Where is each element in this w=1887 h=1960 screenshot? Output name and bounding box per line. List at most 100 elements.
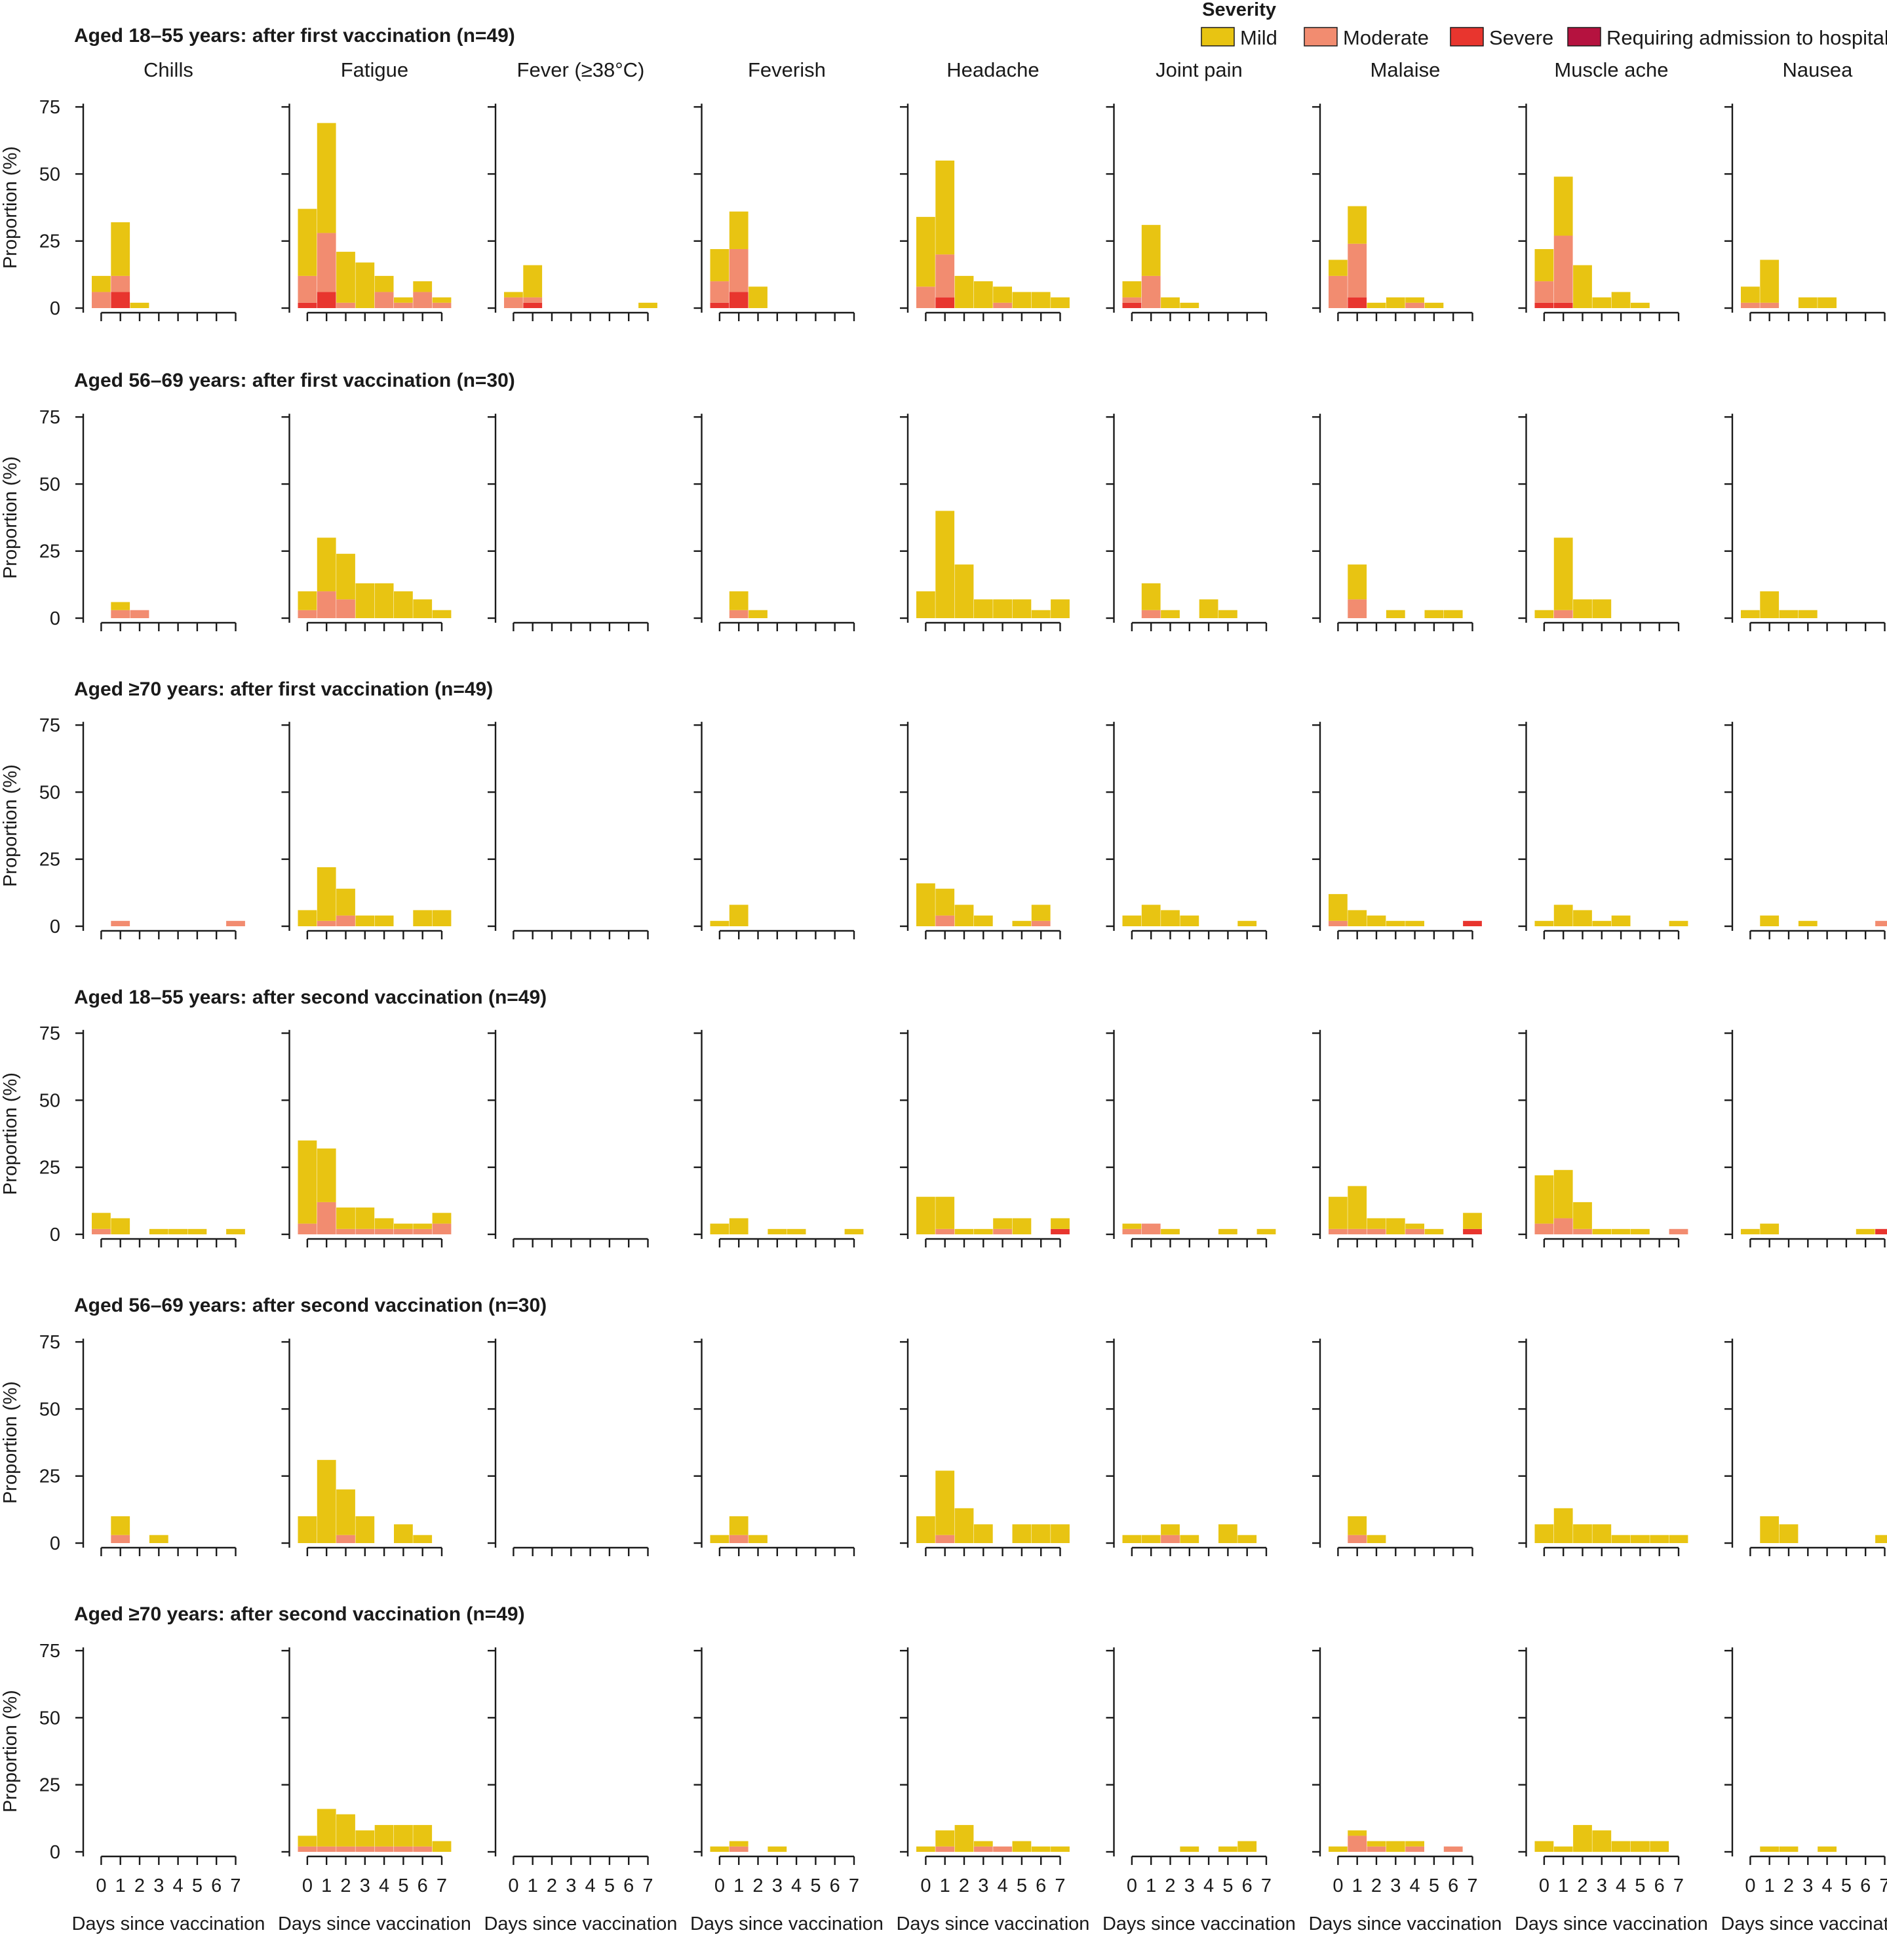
x-axis-label: Days since vaccination	[1102, 1913, 1296, 1934]
bar-segment-severe	[1122, 302, 1142, 308]
bar-segment-mild	[729, 1841, 749, 1847]
bar-segment-mild	[1669, 1535, 1688, 1543]
bar-segment-moderate	[1760, 302, 1780, 308]
bar-segment-mild	[1592, 297, 1612, 308]
x-tick-label: 6	[211, 1875, 222, 1896]
bar-segment-mild	[1611, 1535, 1631, 1543]
bar-segment-moderate	[1875, 920, 1887, 926]
bar-segment-mild	[1760, 260, 1780, 303]
x-axis-label: Days since vaccination	[1515, 1913, 1708, 1934]
column-title: Muscle ache	[1554, 58, 1668, 81]
bar-segment-moderate	[111, 1535, 130, 1543]
bar-segment-mild	[1386, 1841, 1405, 1852]
y-tick-label: 25	[39, 1158, 60, 1179]
bar-segment-mild	[432, 297, 452, 303]
bar-segment-mild	[1367, 1535, 1386, 1543]
bar-segment-moderate	[298, 610, 317, 618]
bar-segment-mild	[394, 1223, 413, 1229]
bar-segment-mild	[1818, 1846, 1837, 1852]
bar-segment-severe	[1463, 1228, 1482, 1234]
bar-segment-mild	[149, 1535, 168, 1543]
panel	[1518, 414, 1680, 631]
panel	[488, 414, 649, 631]
bar-segment-moderate	[504, 297, 523, 308]
y-tick-label: 75	[39, 1023, 60, 1044]
bar-segment-mild	[1161, 1524, 1180, 1535]
bar-segment-mild	[1443, 610, 1463, 618]
bar-segment-mild	[1161, 297, 1180, 308]
bar-segment-mild	[768, 1228, 787, 1234]
bar-segment-mild	[844, 1228, 864, 1234]
x-tick-label: 1	[321, 1875, 332, 1896]
bar-segment-mild	[1199, 599, 1218, 618]
x-tick-label: 6	[1654, 1875, 1665, 1896]
x-tick-label: 2	[340, 1875, 351, 1896]
chart-row: Aged 56–69 years: after second vaccinati…	[0, 1295, 1887, 1556]
bar-segment-mild	[111, 602, 130, 610]
panel	[900, 1339, 1070, 1556]
bar-segment-mild	[111, 222, 130, 276]
bar-segment-moderate	[394, 1228, 413, 1234]
panel	[488, 1030, 649, 1247]
bar-segment-mild	[355, 1516, 375, 1543]
bar-segment-mild	[916, 591, 935, 618]
bar-segment-mild	[916, 1516, 935, 1543]
bar-segment-mild	[1669, 920, 1688, 926]
row-title: Aged 18–55 years: after second vaccinati…	[74, 987, 547, 1008]
x-tick-label: 5	[810, 1875, 821, 1896]
bar-segment-mild	[1329, 1846, 1348, 1852]
bar-segment-moderate	[1348, 1228, 1367, 1234]
bar-segment-mild	[1592, 1830, 1612, 1852]
legend-swatch-severe	[1450, 27, 1484, 47]
y-tick-label: 25	[39, 850, 60, 871]
x-tick-label: 0	[1127, 1875, 1137, 1896]
bar-segment-mild	[355, 1207, 375, 1229]
bar-segment-mild	[768, 1846, 787, 1852]
bar-segment-moderate	[111, 610, 130, 618]
bar-segment-mild	[413, 1223, 433, 1229]
bar-segment-mild	[1741, 610, 1760, 618]
bar-segment-mild	[954, 1228, 974, 1234]
bar-segment-mild	[954, 1825, 974, 1852]
bar-segment-mild	[954, 564, 974, 618]
bar-segment-mild	[1573, 265, 1592, 308]
panel	[281, 722, 452, 939]
panel	[1518, 1030, 1688, 1247]
panel	[900, 722, 1061, 939]
bar-segment-mild	[973, 1524, 993, 1543]
bar-segment-moderate	[1348, 1835, 1367, 1852]
bar-segment-moderate	[1348, 1535, 1367, 1543]
bar-segment-mild	[413, 1535, 433, 1543]
y-axis-label: Proportion (%)	[0, 1381, 21, 1504]
x-tick-label: 0	[96, 1875, 106, 1896]
panel	[281, 1030, 452, 1247]
bar-segment-mild	[1161, 1228, 1180, 1234]
bar-segment-moderate	[1367, 1846, 1386, 1852]
panel	[1518, 1339, 1688, 1556]
bar-segment-mild	[1386, 920, 1405, 926]
x-tick-label: 0	[714, 1875, 725, 1896]
x-tick-label: 0	[508, 1875, 518, 1896]
bar-segment-mild	[355, 915, 375, 926]
bar-segment-mild	[1218, 1228, 1237, 1234]
bar-segment-moderate	[413, 1846, 433, 1852]
panel	[1312, 722, 1482, 939]
bar-segment-mild	[1218, 1524, 1237, 1543]
x-tick-label: 1	[733, 1875, 744, 1896]
column-title: Fever (≥38°C)	[517, 58, 645, 81]
bar-segment-moderate	[1329, 275, 1348, 308]
x-tick-label: 2	[959, 1875, 969, 1896]
bar-segment-mild	[317, 1809, 336, 1847]
x-tick-label: 2	[1371, 1875, 1382, 1896]
bar-segment-moderate	[1443, 1846, 1463, 1852]
bar-segment-mild	[523, 265, 543, 298]
legend-swatch-mild	[1201, 27, 1235, 47]
bar-segment-mild	[336, 1814, 355, 1847]
bar-segment-mild	[394, 591, 413, 618]
panel: Chills	[75, 58, 237, 321]
x-tick-label: 3	[153, 1875, 164, 1896]
bar-segment-mild	[1760, 1516, 1780, 1543]
bar-segment-mild	[1386, 610, 1405, 618]
x-tick-label: 4	[173, 1875, 184, 1896]
bar-segment-severe	[298, 302, 317, 308]
